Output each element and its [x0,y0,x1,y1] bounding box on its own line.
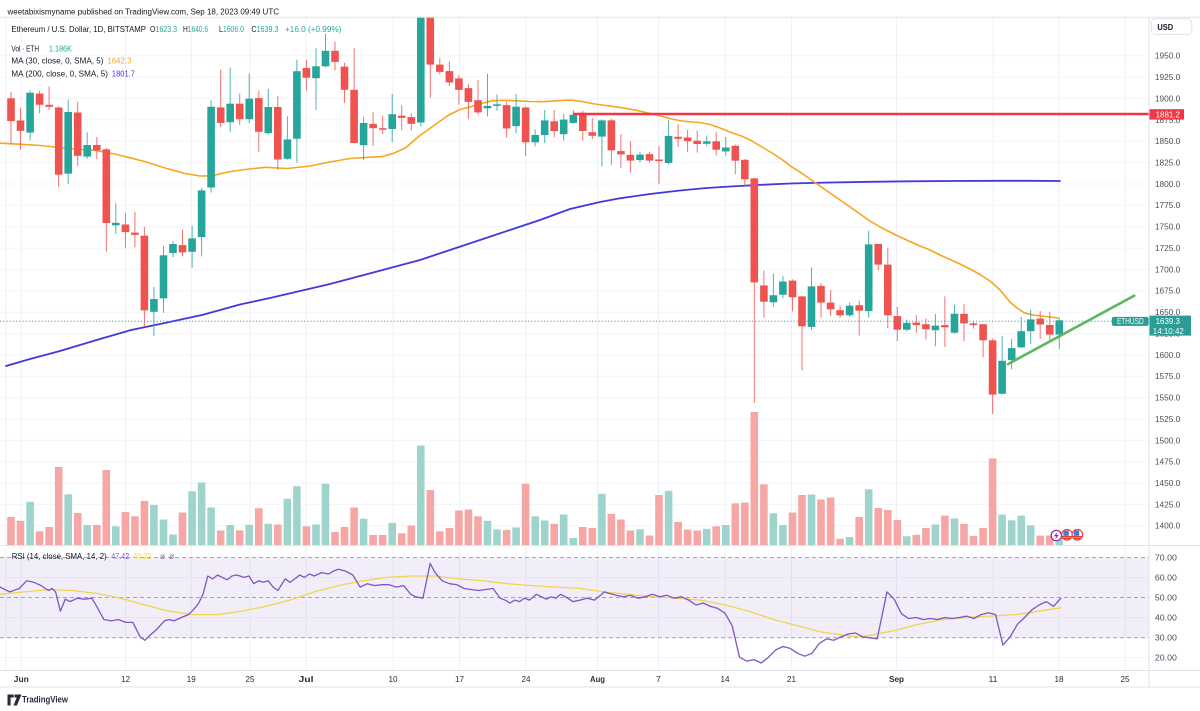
svg-text:17: 17 [455,674,464,684]
svg-text:1650.0: 1650.0 [1155,307,1181,317]
svg-text:1850.0: 1850.0 [1155,136,1181,146]
svg-text:1825.0: 1825.0 [1155,158,1181,168]
svg-text:Jun: Jun [14,674,29,684]
svg-text:1950.0: 1950.0 [1155,51,1181,61]
svg-text:1639.3: 1639.3 [1156,316,1181,326]
svg-text:30.00: 30.00 [1155,632,1177,642]
svg-text:1675.0: 1675.0 [1155,286,1181,296]
svg-text:60.00: 60.00 [1155,572,1177,582]
svg-text:MA (30, close, 0, SMA, 5)1642.: MA (30, close, 0, SMA, 5) 1642.3 [11,56,132,65]
svg-text:1525.0: 1525.0 [1155,414,1181,424]
svg-text:RSI (14, close, SMA, 14, 2)47.: RSI (14, close, SMA, 14, 2) 47.42 40.22 ø ø [12,552,175,561]
svg-text:24: 24 [522,674,531,684]
svg-text:TradingView: TradingView [22,694,68,705]
svg-text:USD: USD [1157,22,1173,32]
svg-text:1425.0: 1425.0 [1155,499,1181,509]
svg-text:1575.0: 1575.0 [1155,371,1181,381]
svg-text:Aug: Aug [590,674,605,684]
svg-text:50.00: 50.00 [1155,592,1177,602]
svg-text:25: 25 [246,674,255,684]
svg-text:1500.0: 1500.0 [1155,435,1181,445]
svg-text:1800.0: 1800.0 [1155,179,1181,189]
svg-text:19: 19 [187,674,196,684]
svg-text:1475.0: 1475.0 [1155,457,1181,467]
svg-text:1400.0: 1400.0 [1155,521,1181,531]
svg-text:1550.0: 1550.0 [1155,393,1181,403]
svg-text:1450.0: 1450.0 [1155,478,1181,488]
svg-text:1600.0: 1600.0 [1155,350,1181,360]
svg-text:1700.0: 1700.0 [1155,264,1181,274]
svg-text:Sep: Sep [889,674,904,684]
svg-text:70.00: 70.00 [1155,552,1177,562]
svg-text:14: 14 [721,674,730,684]
svg-text:18: 18 [1055,674,1064,684]
svg-text:7: 7 [656,674,661,684]
svg-text:1875.0: 1875.0 [1155,115,1181,125]
svg-text:11: 11 [989,674,998,684]
svg-text:1775.0: 1775.0 [1155,200,1181,210]
svg-text:25: 25 [1121,674,1130,684]
svg-text:ETHUSD: ETHUSD [1117,316,1144,326]
svg-text:weetabixismyname published on: weetabixismyname published on TradingVie… [7,7,280,16]
svg-text:1925.0: 1925.0 [1155,72,1181,82]
svg-text:Jul: Jul [299,674,314,684]
svg-text:1725.0: 1725.0 [1155,243,1181,253]
svg-text:Ethereum / U.S. Dollar, 1D, BI: Ethereum / U.S. Dollar, 1D, BITSTAMP O162… [11,25,341,34]
svg-text:40.00: 40.00 [1155,612,1177,622]
svg-text:MA (200, close, 0, SMA, 5)1801: MA (200, close, 0, SMA, 5) 1801.7 [11,69,135,78]
svg-text:21: 21 [787,674,796,684]
svg-text:1900.0: 1900.0 [1155,93,1181,103]
svg-text:1881.2: 1881.2 [1156,109,1181,119]
svg-text:14:10:42: 14:10:42 [1153,326,1184,336]
svg-text:20.00: 20.00 [1155,652,1177,662]
svg-text:10: 10 [389,674,398,684]
svg-text:12: 12 [121,674,130,684]
svg-text:1750.0: 1750.0 [1155,222,1181,232]
